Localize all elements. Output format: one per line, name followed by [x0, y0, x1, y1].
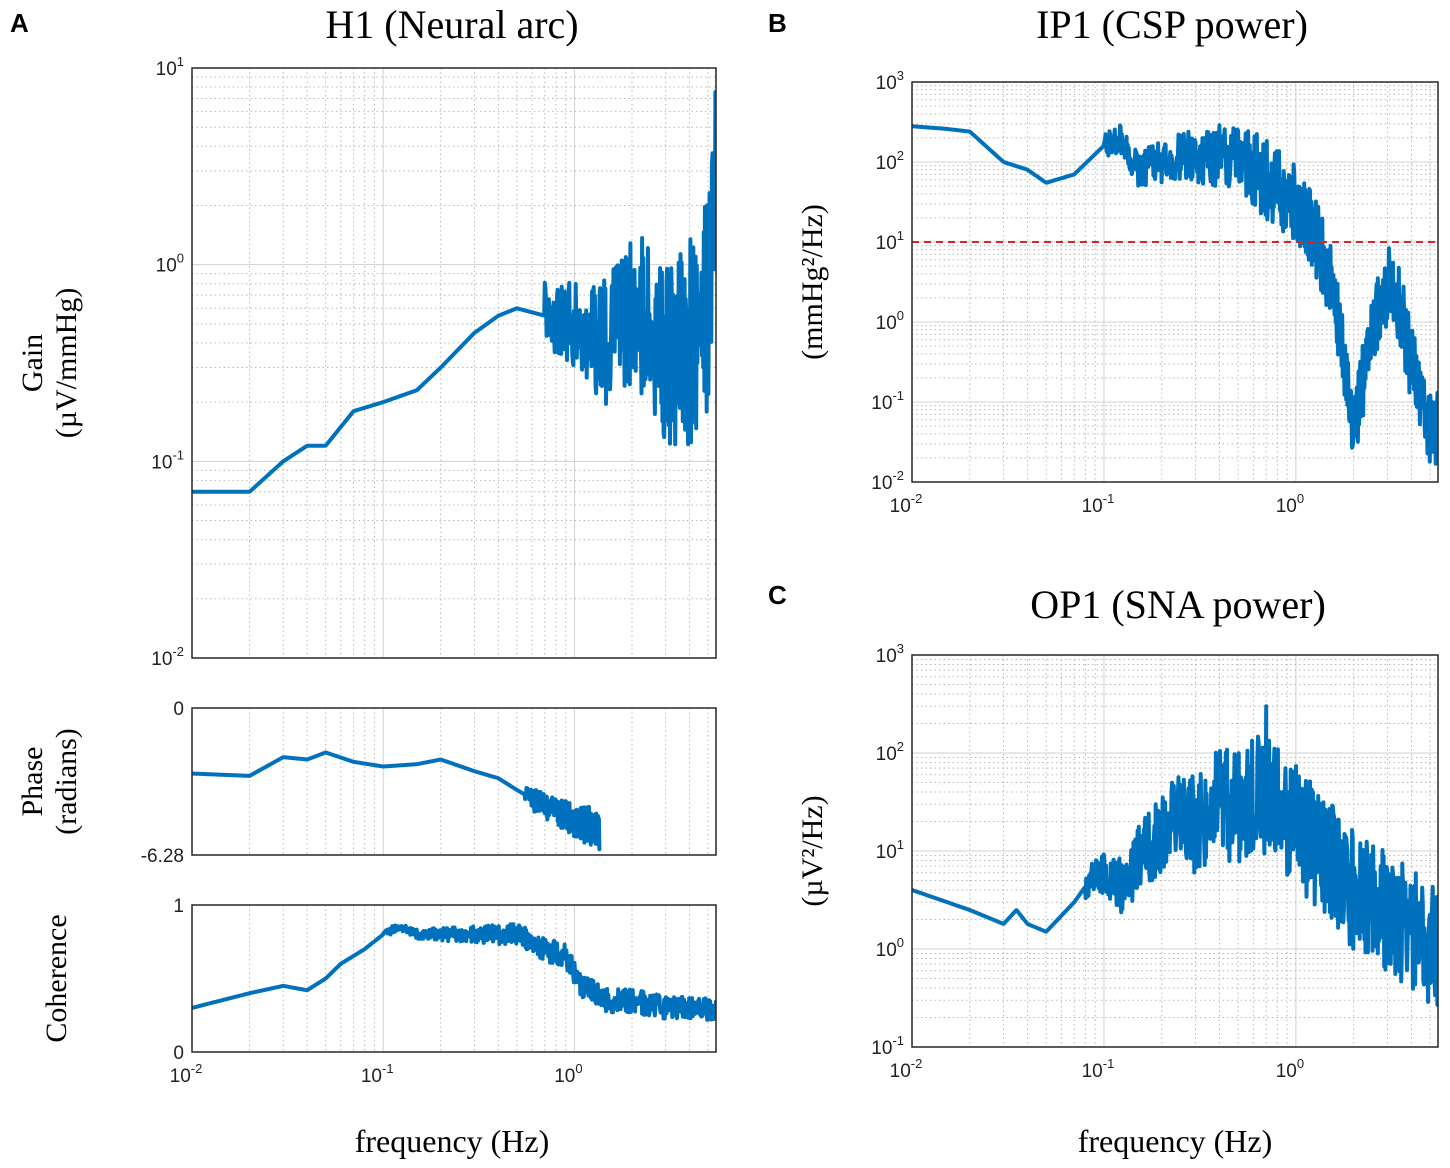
coherence-axes: 0 1 10-2 10-1 100 Coherence — [40, 896, 717, 1087]
series-line-phase — [192, 750, 602, 852]
panel-letter-a: A — [10, 8, 29, 38]
series-line-gain — [192, 90, 716, 494]
y-tick-label: 0 — [173, 1043, 184, 1064]
y-tick-label: 101 — [876, 837, 904, 863]
y-tick-label: 0 — [173, 699, 184, 720]
series-line-sna-power — [912, 704, 1438, 1007]
y-tick-label: 100 — [876, 935, 904, 961]
x-tick-label: 100 — [1276, 491, 1304, 517]
x-tick-label: 10-2 — [890, 491, 923, 517]
axes-frame — [191, 67, 717, 659]
axes-frame — [911, 654, 1439, 1048]
y-tick-label: 10-1 — [871, 388, 904, 414]
y-tick-label: 103 — [876, 68, 904, 94]
y-tick-label: 102 — [876, 148, 904, 174]
x-axis-label-left: frequency (Hz) — [355, 1123, 550, 1159]
gain-axes: 10-2 10-1 100 101 Gain(µV/mmHg) — [16, 54, 717, 670]
panel-title-c: OP1 (SNA power) — [1030, 582, 1326, 627]
panel-title-b: IP1 (CSP power) — [1036, 2, 1308, 47]
panel-letter-c: C — [768, 580, 787, 610]
y-tick-label: 100 — [876, 308, 904, 334]
y-tick-label: 10-2 — [871, 468, 904, 494]
panel-title-a: H1 (Neural arc) — [325, 2, 578, 47]
y-axis-label: Coherence — [40, 914, 73, 1042]
x-tick-label: 10-1 — [361, 1061, 394, 1087]
y-tick-label: 101 — [876, 228, 904, 254]
axes-frame — [911, 81, 1439, 483]
series-line-coherence — [192, 922, 716, 1022]
y-tick-label: 10-1 — [871, 1033, 904, 1059]
y-axis-label: Phase(radians) — [16, 728, 83, 835]
y-tick-label: 10-1 — [151, 447, 184, 473]
x-tick-label: 10-1 — [1082, 491, 1115, 517]
x-tick-label: 100 — [554, 1061, 582, 1087]
x-tick-label: 10-2 — [170, 1061, 203, 1087]
y-tick-label: -6.28 — [141, 846, 184, 867]
axes-frame — [191, 904, 717, 1053]
y-tick-label: 1 — [173, 896, 184, 917]
y-axis-label: Gain(µV/mmHg) — [16, 288, 83, 439]
y-tick-label: 102 — [876, 739, 904, 765]
y-tick-label: 101 — [156, 54, 184, 80]
x-axis-label-right: frequency (Hz) — [1078, 1123, 1273, 1159]
y-axis-label: (mmHg²/Hz) — [796, 204, 829, 360]
ip1-axes: 10-2 10-1 100 101 102 103 10-2 10-1 100 (mmHg²/Hz… — [796, 68, 1439, 517]
y-tick-label: 103 — [876, 641, 904, 667]
x-tick-label: 10-1 — [1082, 1056, 1115, 1082]
y-axis-label: (µV²/Hz) — [796, 795, 829, 906]
series-line-csp-power — [912, 123, 1438, 466]
x-tick-label: 10-2 — [890, 1056, 923, 1082]
x-tick-label: 100 — [1276, 1056, 1304, 1082]
axes-frame — [191, 707, 717, 856]
y-tick-label: 10-2 — [151, 644, 184, 670]
panel-letter-b: B — [768, 8, 787, 38]
phase-axes: -6.28 0 Phase(radians) — [16, 699, 717, 867]
y-tick-label: 100 — [156, 251, 184, 277]
